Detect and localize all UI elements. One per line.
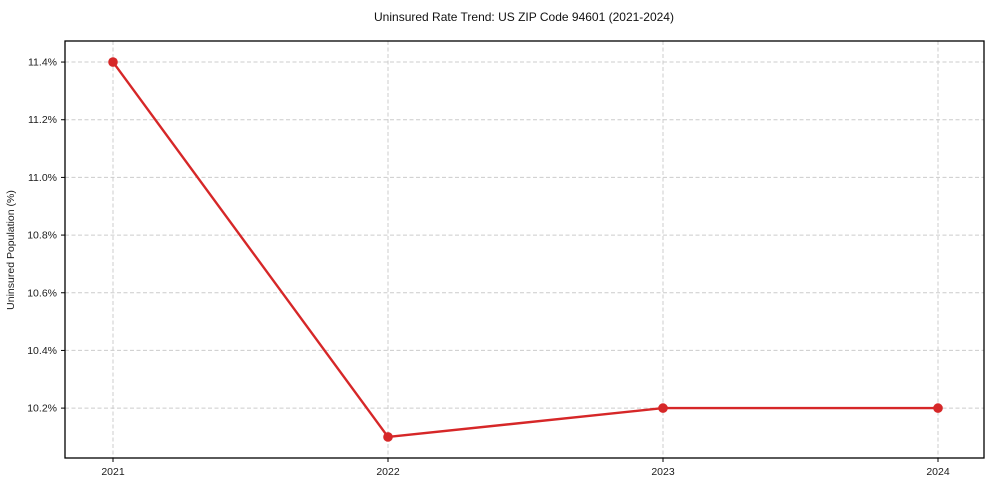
plot-border [64,40,985,459]
y-tick-label: 10.8% [27,230,57,242]
x-tick-label: 2021 [101,466,125,478]
data-point [108,57,118,67]
x-tick-label: 2022 [376,466,400,478]
y-tick-label: 11.2% [28,114,57,126]
data-point [658,403,668,413]
data-point [933,403,943,413]
y-tick-label: 10.2% [27,403,57,415]
y-tick-label: 10.4% [27,345,57,357]
trend-line [111,60,940,439]
y-tick-label: 11.0% [28,172,57,184]
x-tick-label: 2023 [651,466,675,478]
y-tick-label: 11.4% [28,57,57,69]
x-tick-label: 2024 [926,466,950,478]
data-point [383,432,393,442]
chart-title: Uninsured Rate Trend: US ZIP Code 94601 … [374,10,674,24]
y-axis-label: Uninsured Population (%) [5,190,17,310]
y-tick-label: 10.6% [27,287,57,299]
plot-area: 11.4% 11.2% 11.0% 10.8% 10.6% 10.4% 10.2% 2021 2… [27,40,985,478]
